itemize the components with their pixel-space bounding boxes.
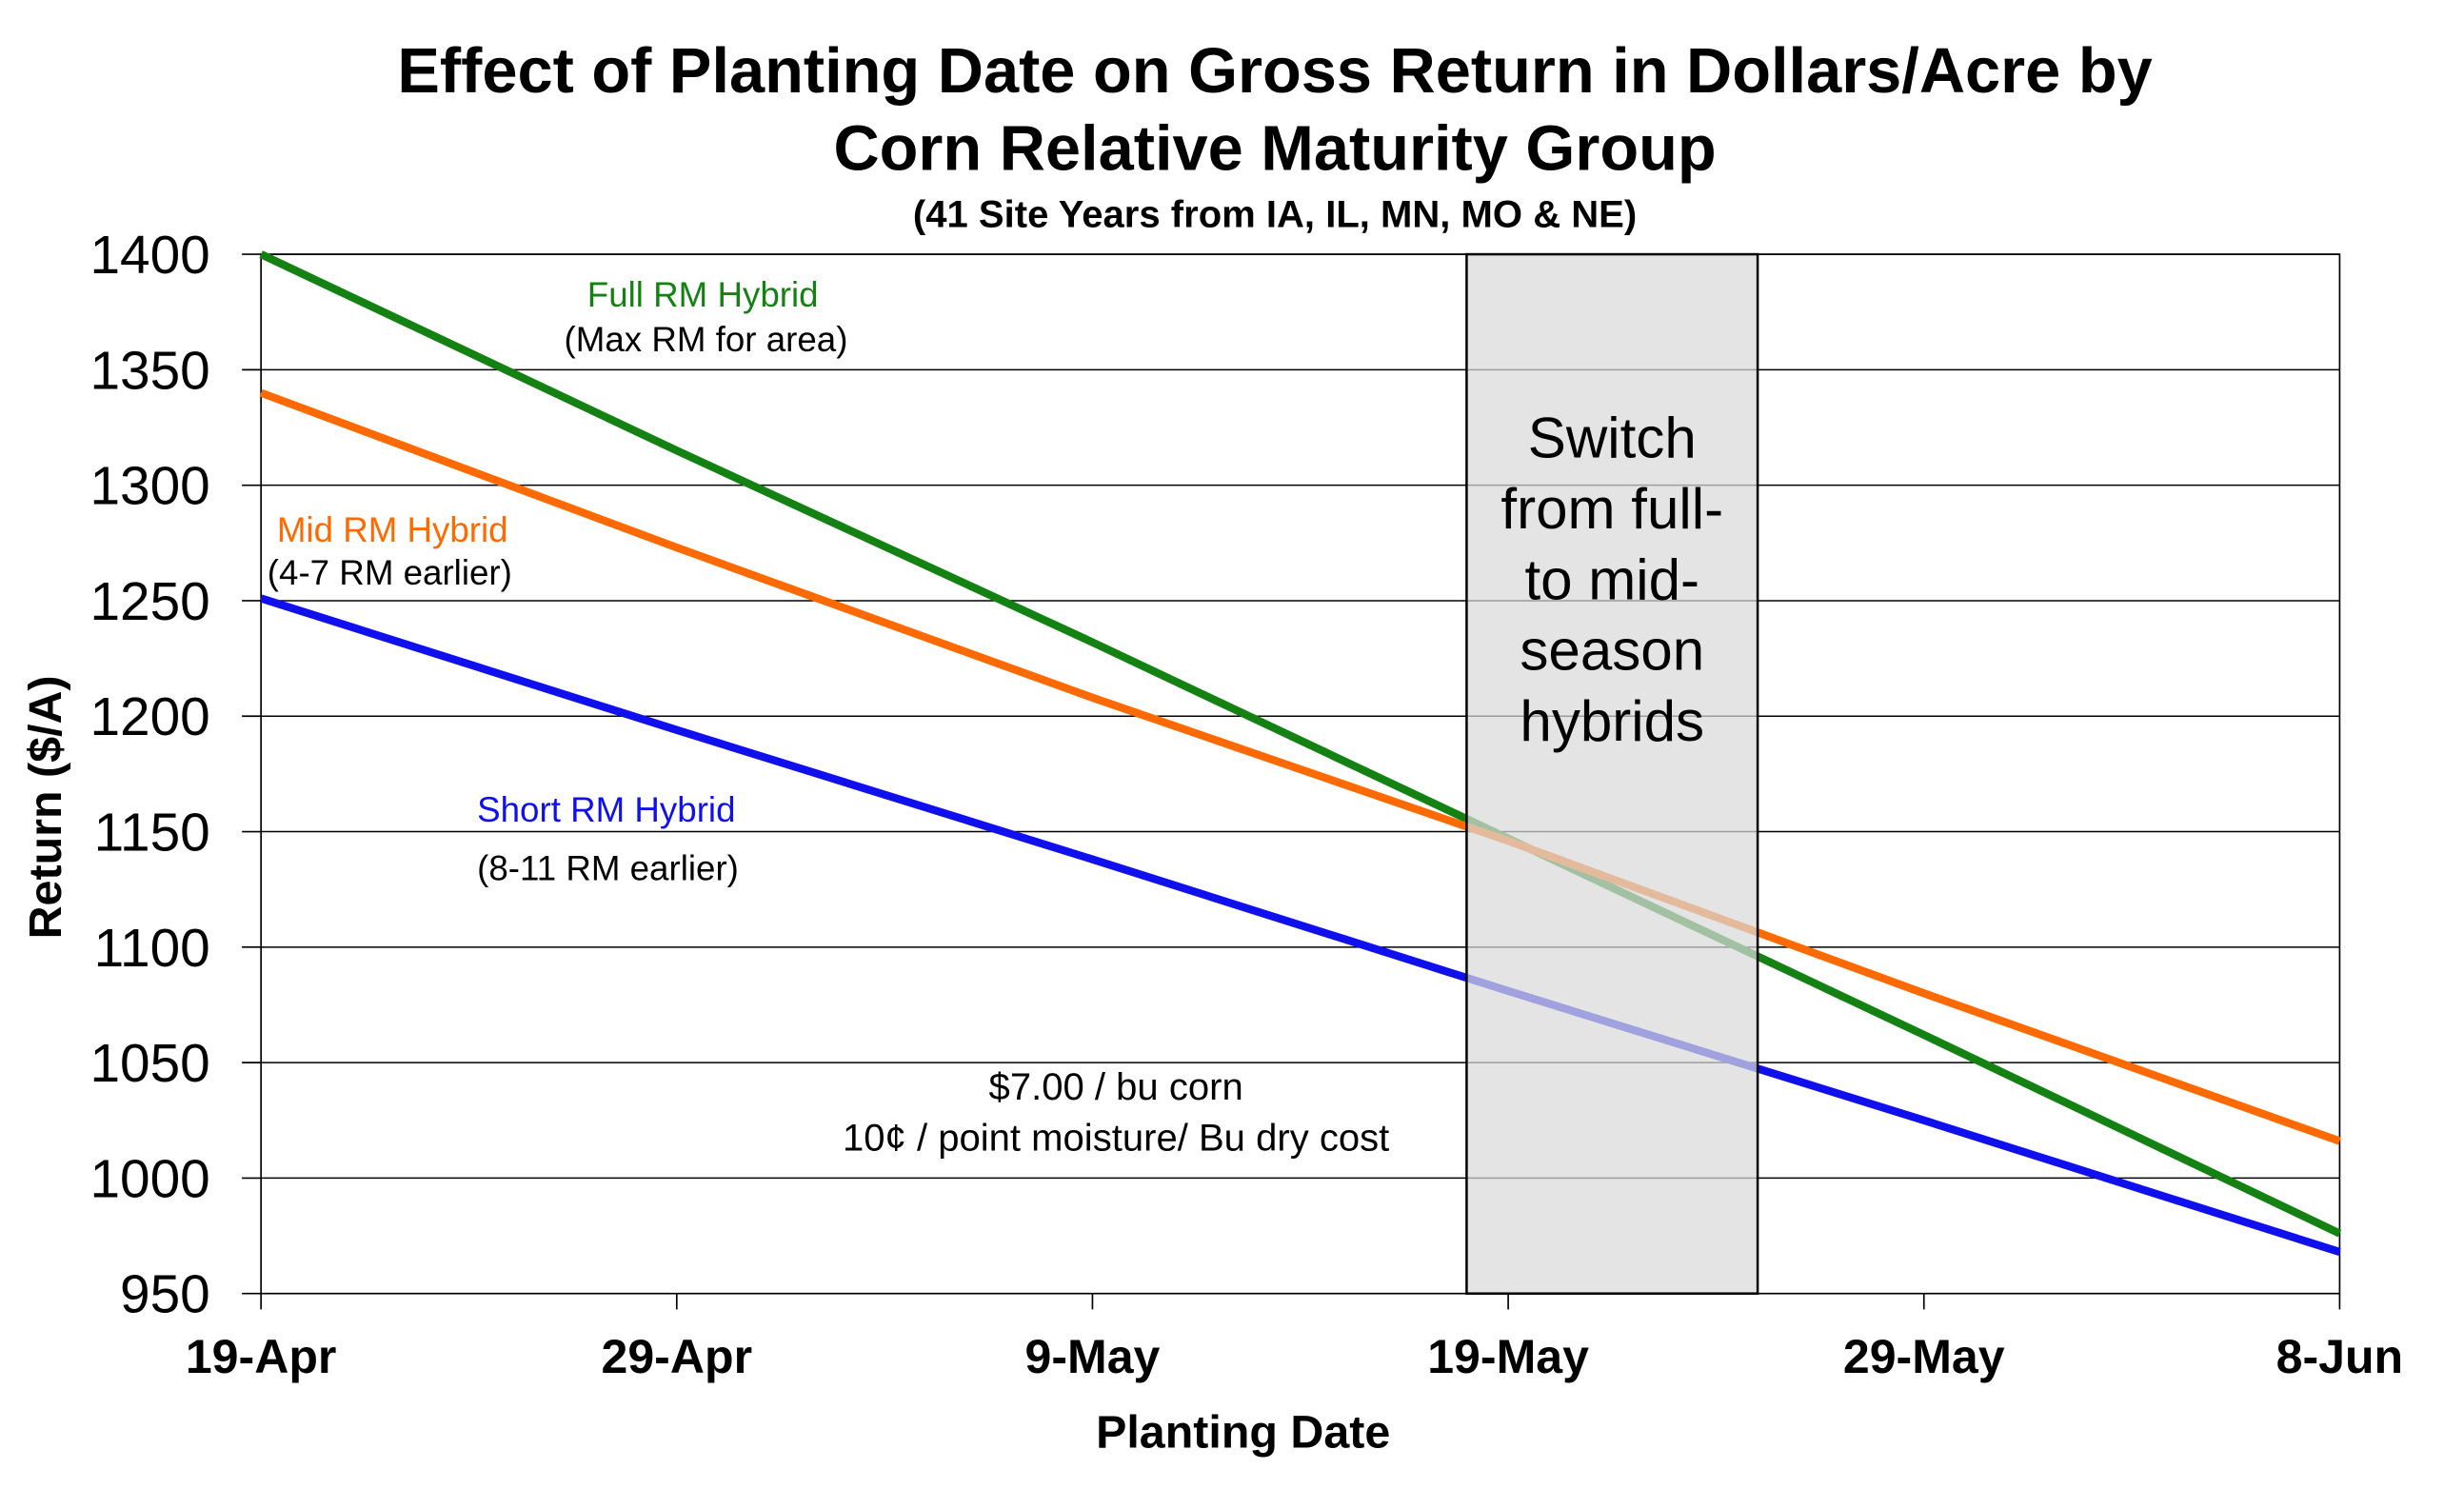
x-tick-label: 9-May [1024,1330,1160,1383]
series-line-1 [259,388,2341,1145]
y-tick-label: 1150 [94,804,210,864]
y-tick-label: 1200 [89,687,209,747]
series-lines [259,250,2342,1257]
shaded-box-label: hybrids [1520,689,1704,753]
annotation-price: $7.00 / bu corn [989,1066,1243,1108]
x-tick-label: 19-May [1427,1330,1589,1383]
y-tick-label: 1300 [89,457,209,517]
note-mid-rm: (4-7 RM earlier) [268,553,512,592]
shaded-box [1465,252,1759,1295]
y-axis-title: Return ($/A) [20,675,71,939]
note-full-rm: (Max RM for area) [565,320,848,359]
x-tick-label: 29-May [1843,1330,2005,1383]
y-tick-label: 1400 [89,226,209,286]
series-line-0 [259,250,2342,1238]
y-tick-label: 950 [120,1265,210,1325]
series-line-2 [259,594,2341,1257]
label-short-rm: Short RM Hybrid [477,790,735,829]
y-tick-label: 1000 [89,1149,209,1209]
chart-subtitle: (41 Site Years from IA, IL, MN, MO & NE) [913,194,1637,236]
x-tick-label: 8-Jun [2276,1330,2404,1383]
y-tick-label: 1350 [89,341,209,401]
shaded-box-label: to mid- [1524,547,1699,611]
axes: 950 1000 1050 1100 1150 1200 1250 1300 1350 1400 1… [89,226,2403,1383]
shaded-box-label: season [1520,619,1704,683]
gridlines [260,253,2341,1295]
y-tick-label: 1250 [89,572,209,632]
x-tick-label: 19-Apr [186,1330,337,1383]
y-tick-label: 1050 [89,1034,209,1094]
label-mid-rm: Mid RM Hybrid [277,510,508,549]
note-short-rm: (8-11 RM earlier) [477,849,739,888]
y-tick-label: 1100 [94,919,210,979]
shaded-box-label: from full- [1500,477,1723,541]
chart-title: Effect of Planting Date on Gross Return … [397,36,2152,107]
chart-title-line2: Corn Relative Maturity Group [833,114,1716,185]
label-full-rm: Full RM Hybrid [587,275,819,314]
x-tick-label: 29-Apr [602,1330,753,1383]
annotation-dry-cost: 10¢ / point moisture/ Bu dry cost [843,1117,1389,1159]
x-axis-title: Planting Date [1096,1407,1390,1459]
shaded-box-label: Switch [1528,407,1697,470]
